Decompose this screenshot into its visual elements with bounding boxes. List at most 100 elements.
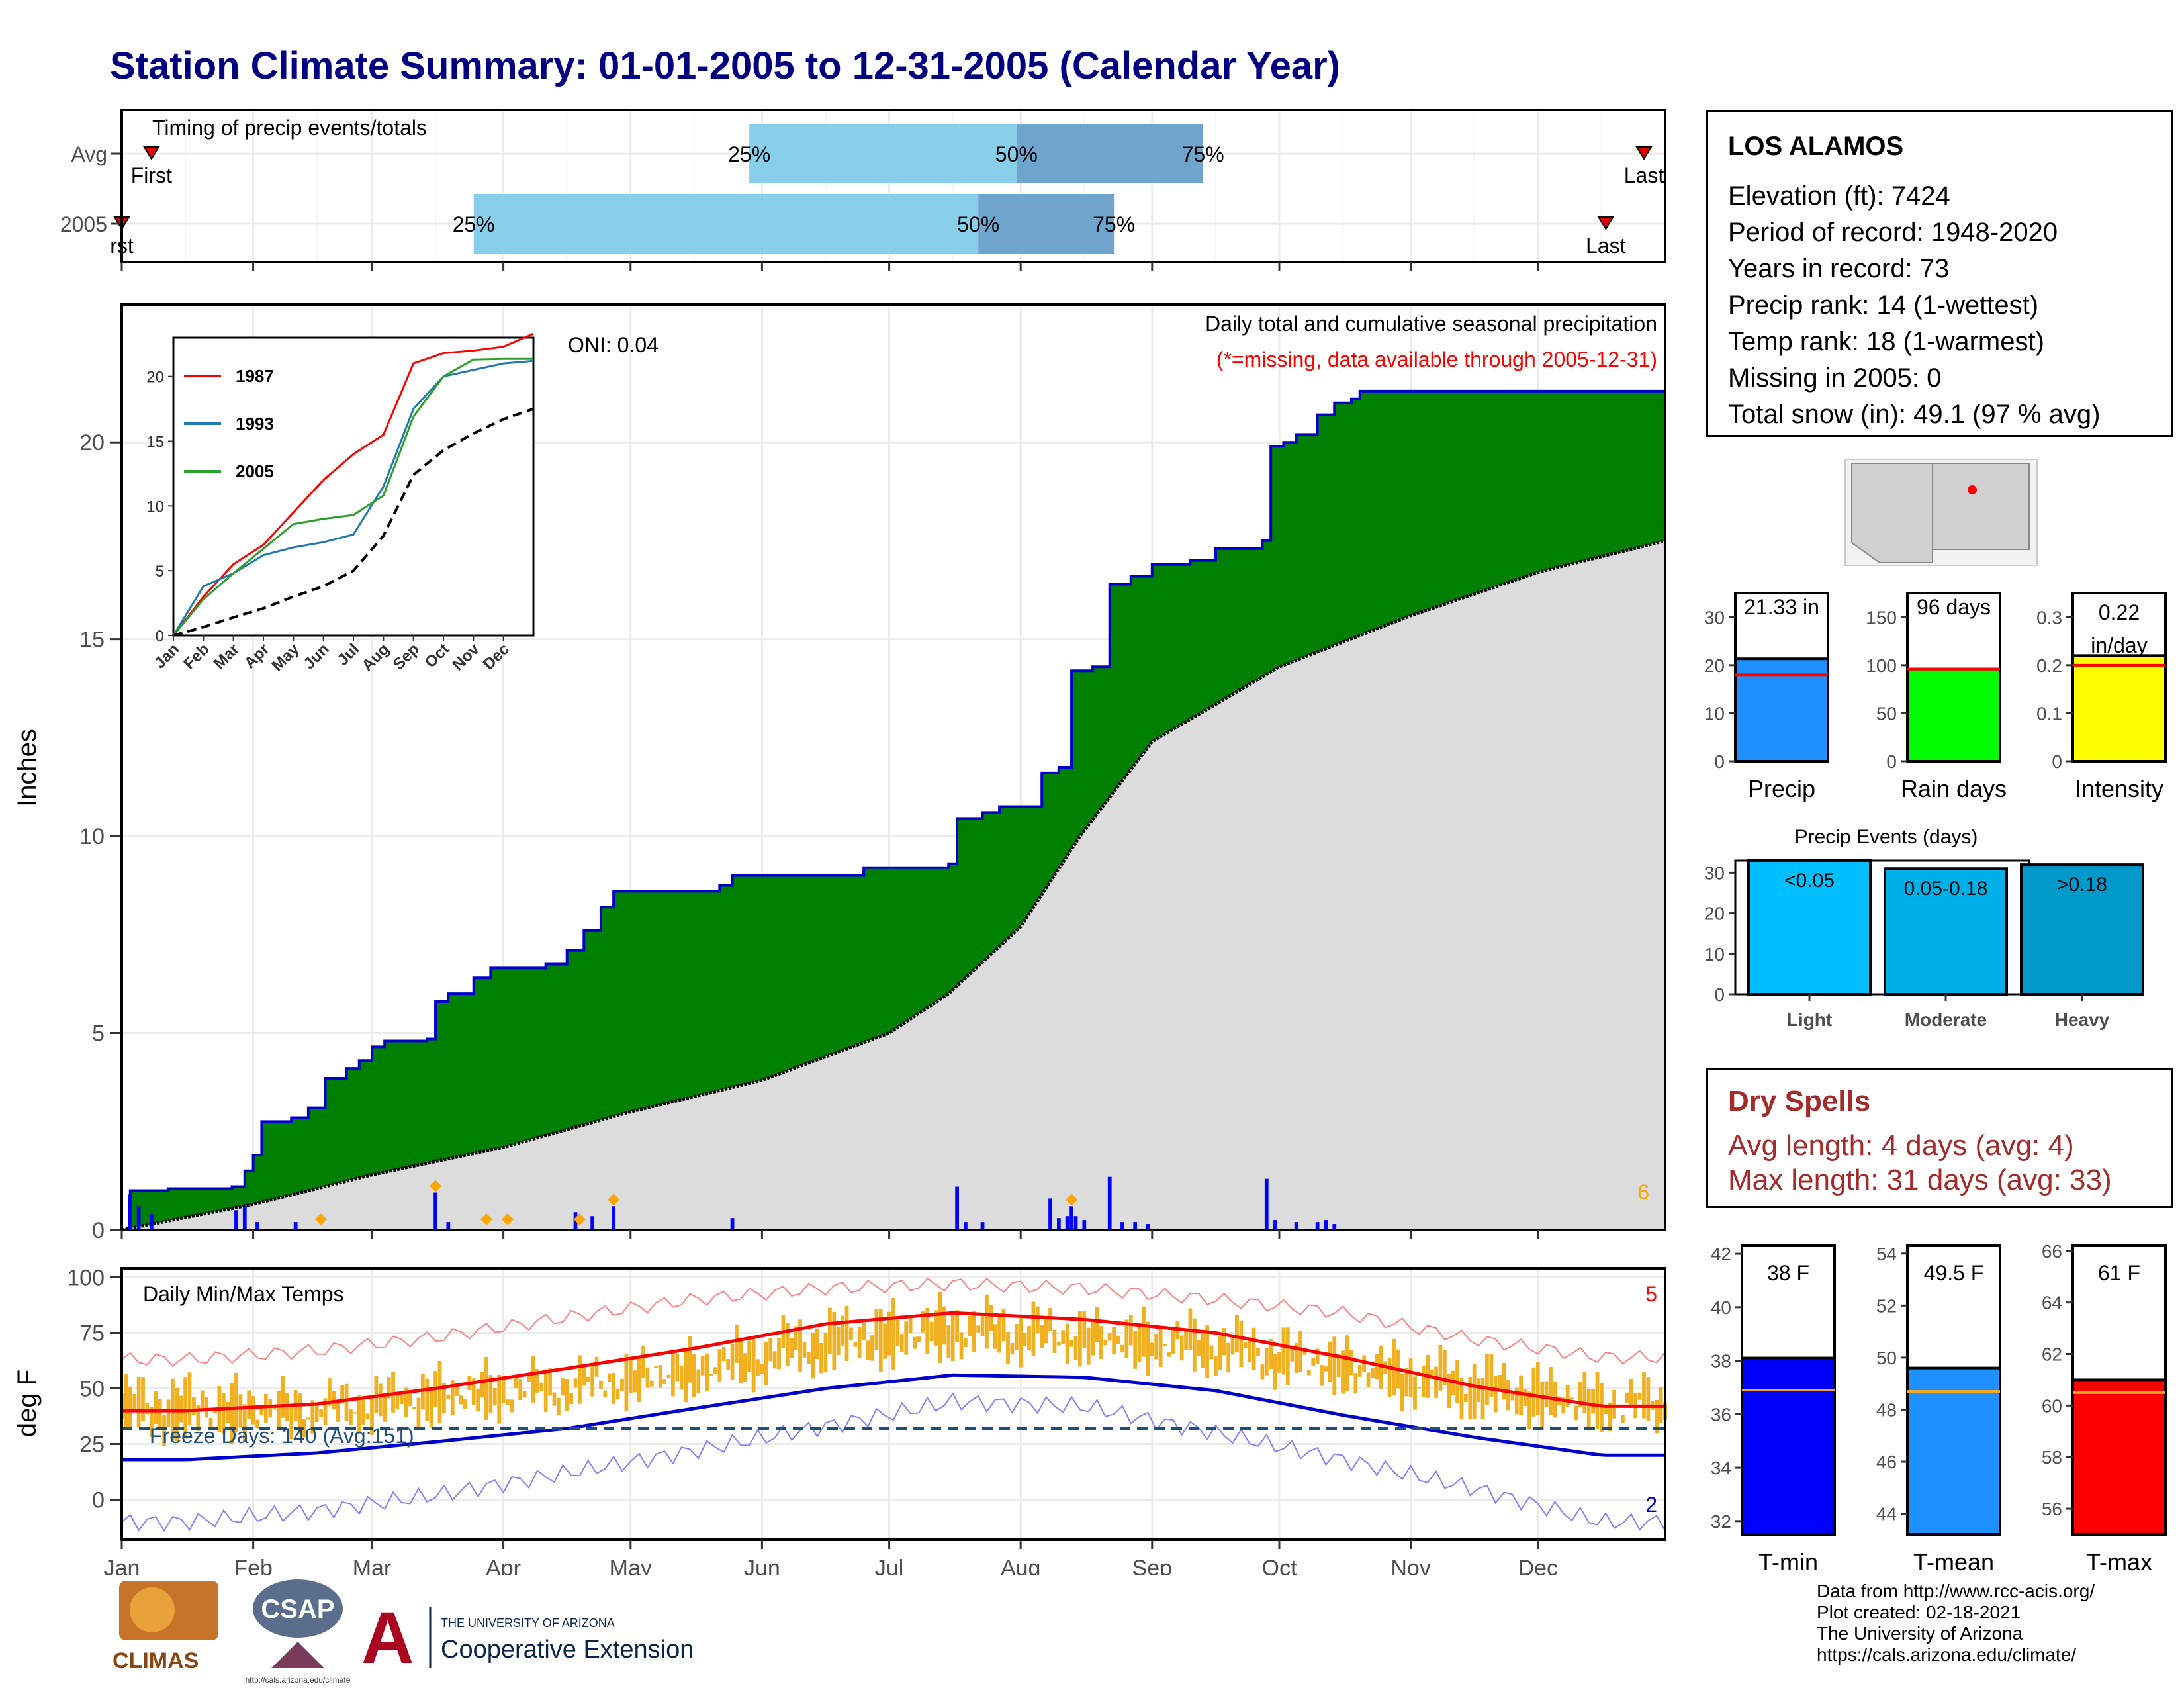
temp-daily-bar	[772, 1351, 777, 1369]
temp-daily-bar	[365, 1413, 370, 1419]
precip-daily-bar	[293, 1222, 298, 1230]
temp-daily-bar	[1146, 1321, 1150, 1376]
summary-panel-name: T-min	[1758, 1548, 1818, 1575]
temp-daily-bar	[1239, 1320, 1244, 1368]
precip-daily-bar	[1073, 1216, 1078, 1230]
temp-daily-bar	[1052, 1329, 1057, 1353]
dry-spells-max: Max length: 31 days (avg: 33)	[1728, 1164, 2112, 1196]
temp-daily-bar	[247, 1390, 251, 1419]
temp-daily-bar	[506, 1399, 510, 1405]
precip-daily-bar	[612, 1206, 616, 1230]
temp-daily-bar	[917, 1336, 921, 1342]
precip-daily-bar	[1065, 1216, 1069, 1230]
dry-spells-box: Dry Spells Avg length: 4 days (avg: 4) M…	[1706, 1068, 2173, 1208]
inset-legend-label: 2005	[236, 461, 274, 481]
temp-daily-bar	[1447, 1373, 1451, 1409]
temp-daily-bar	[1120, 1344, 1124, 1352]
temp-daily-bar	[518, 1379, 523, 1401]
temp-daily-bar	[187, 1372, 192, 1425]
summary-y-tick-label: 0.3	[2036, 607, 2062, 628]
temp-daily-bar	[272, 1407, 277, 1410]
temp-daily-bar	[149, 1407, 154, 1437]
temp-daily-bar	[488, 1375, 493, 1413]
events-category-label: Light	[1787, 1009, 1832, 1030]
temp-daily-bar	[730, 1344, 735, 1380]
timing-label-75: 75%	[1093, 212, 1135, 236]
temp-daily-bar	[823, 1333, 828, 1373]
temp-daily-bar	[1298, 1331, 1302, 1372]
temp-daily-bar	[1336, 1354, 1341, 1377]
inset-y-tick-label: 15	[146, 434, 164, 451]
summary-temp-label: 49.5 F	[1924, 1261, 1984, 1285]
temp-daily-bar	[281, 1376, 285, 1418]
temp-daily-bar	[1095, 1307, 1099, 1342]
precip-snow-marker	[573, 1213, 586, 1226]
temp-daily-bar	[1065, 1323, 1069, 1364]
summary-bar	[1741, 1356, 1836, 1536]
summary-y-tick-label: 44	[1876, 1504, 1897, 1524]
temp-daily-bar	[1472, 1364, 1477, 1419]
timing-bar-25-50	[473, 194, 979, 254]
temp-daily-bar	[561, 1378, 565, 1396]
temp-daily-bar	[1328, 1341, 1332, 1382]
temp-daily-bar	[1341, 1350, 1345, 1394]
temp-daily-bar	[1480, 1378, 1485, 1420]
temp-daily-bar	[895, 1316, 900, 1346]
temp-daily-bar	[1205, 1325, 1209, 1378]
precip-snow-marker	[608, 1194, 620, 1206]
temp-daily-bar	[1608, 1402, 1612, 1432]
temp-daily-bar	[251, 1396, 255, 1425]
temp-daily-bar	[929, 1321, 934, 1342]
summary-y-tick-label: 30	[1704, 607, 1725, 628]
temp-daily-bar	[1086, 1327, 1091, 1365]
precip-daily-bar	[446, 1222, 451, 1230]
temp-daily-bar	[1230, 1338, 1235, 1355]
temp-daily-bar	[684, 1351, 688, 1403]
temp-daily-bar	[1477, 1378, 1480, 1402]
temp-daily-bar	[128, 1386, 132, 1429]
temp-daily-bar	[1535, 1362, 1540, 1415]
temp-daily-bar	[285, 1393, 289, 1422]
temp-daily-bar	[819, 1343, 823, 1374]
inset-legend-label: 1993	[236, 414, 274, 434]
temp-daily-bar	[1218, 1336, 1222, 1370]
temp-daily-bar	[692, 1354, 696, 1398]
temp-daily-bar	[904, 1321, 909, 1355]
temp-daily-bar	[1154, 1333, 1159, 1360]
temp-daily-bar	[1277, 1352, 1281, 1373]
temp-daily-bar	[972, 1311, 976, 1352]
summary-panel-name: Precip	[1748, 775, 1815, 802]
temp-daily-bar	[857, 1327, 862, 1358]
precip-daily-bar	[1082, 1220, 1087, 1230]
temp-y-tick-label: 25	[79, 1432, 105, 1457]
temp-y-tick-label: 100	[67, 1265, 105, 1290]
timing-last-label: Last	[1586, 234, 1626, 258]
precip-daily-bar	[1120, 1222, 1124, 1230]
precip-area-2005	[122, 389, 1665, 1230]
summary-y-tick-label: 54	[1876, 1244, 1897, 1264]
temp-daily-bar	[615, 1389, 620, 1400]
temp-daily-bar	[208, 1417, 213, 1430]
temp-daily-bar	[624, 1354, 629, 1411]
events-y-tick-label: 0	[1714, 984, 1725, 1005]
temp-daily-bar	[383, 1393, 387, 1422]
events-bar-label: <0.05	[1784, 870, 1835, 892]
temp-daily-bar	[205, 1397, 209, 1418]
temp-daily-bar	[192, 1397, 196, 1415]
temp-daily-bar	[552, 1392, 557, 1406]
temp-daily-bar	[1163, 1344, 1167, 1346]
precip-daily-bar	[1133, 1222, 1138, 1230]
temp-daily-bar	[1281, 1327, 1286, 1375]
temp-daily-bar	[1434, 1366, 1438, 1399]
temp-daily-bar	[760, 1364, 764, 1374]
temp-daily-bar	[654, 1366, 659, 1369]
timing-row-label: Avg	[71, 142, 107, 166]
temp-daily-bar	[484, 1357, 488, 1420]
temp-daily-bar	[124, 1374, 128, 1427]
temp-mean-max-line	[122, 1311, 1665, 1413]
temp-daily-bar	[747, 1340, 752, 1372]
summary-y-tick-label: 52	[1876, 1295, 1897, 1316]
temp-daily-bar	[1655, 1399, 1659, 1434]
timing-first-label: First	[131, 164, 172, 187]
